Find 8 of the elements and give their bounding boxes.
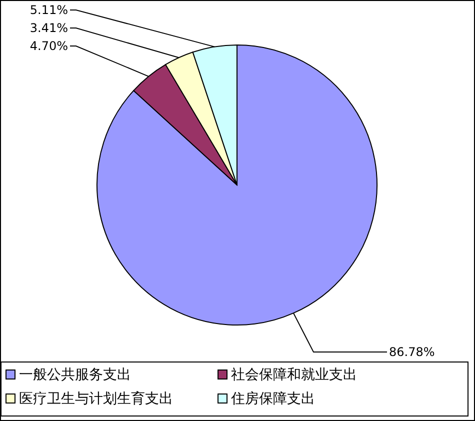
legend-label: 医疗卫生与计划生育支出: [19, 390, 173, 407]
data-label: 4.70%: [30, 39, 68, 53]
legend-label: 社会保障和就业支出: [231, 367, 357, 383]
data-label: 86.78%: [389, 345, 435, 359]
data-label: 5.11%: [30, 3, 68, 17]
legend-label: 住房保障支出: [230, 391, 315, 407]
data-label: 3.41%: [30, 21, 68, 35]
legend-label: 一般公共服务支出: [19, 367, 131, 383]
